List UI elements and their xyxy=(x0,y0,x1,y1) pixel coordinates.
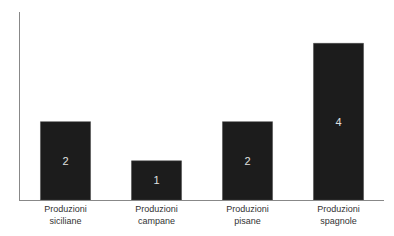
svg-text:2: 2 xyxy=(244,155,250,167)
svg-text:4: 4 xyxy=(335,116,341,128)
svg-text:Produzionipisane: Produzionipisane xyxy=(226,204,269,226)
svg-text:Produzionicampane: Produzionicampane xyxy=(135,204,178,226)
svg-text:2: 2 xyxy=(62,155,68,167)
svg-text:Produzionispagnole: Produzionispagnole xyxy=(317,204,360,226)
svg-text:Produzionisiciliane: Produzionisiciliane xyxy=(44,204,87,226)
svg-text:1: 1 xyxy=(153,174,159,186)
